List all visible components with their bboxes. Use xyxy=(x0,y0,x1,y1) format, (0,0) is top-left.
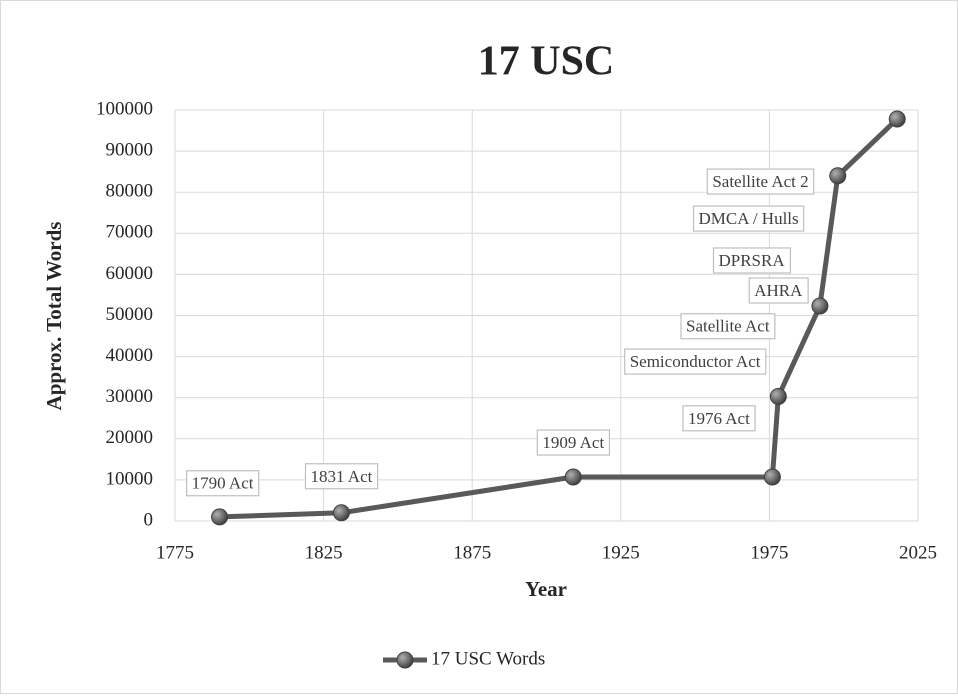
annotation: AHRA xyxy=(748,277,809,304)
data-point xyxy=(888,110,906,128)
annotation-box xyxy=(682,405,756,432)
annotation-label: AHRA xyxy=(754,281,803,300)
annotation: 1790 Act xyxy=(186,470,260,497)
annotation-box xyxy=(536,429,611,456)
annotation: 1909 Act xyxy=(536,429,611,456)
annotation: DPRSRA xyxy=(712,247,791,274)
x-tick-label: 2025 xyxy=(899,542,937,563)
annotation-box xyxy=(624,348,767,375)
legend-marker xyxy=(396,651,414,669)
annotation-label: 1976 Act xyxy=(688,409,750,428)
annotation: Satellite Act 2 xyxy=(706,168,815,195)
annotation-label: Satellite Act 2 xyxy=(712,172,808,191)
annotation-label: Satellite Act xyxy=(686,317,770,336)
legend-label: 17 USC Words xyxy=(431,648,545,669)
data-point xyxy=(811,297,829,315)
annotation-box xyxy=(680,313,776,340)
x-tick-label: 1975 xyxy=(750,542,788,563)
x-tick-label: 1775 xyxy=(156,542,194,563)
annotation: Satellite Act xyxy=(680,313,776,340)
y-tick-label: 20000 xyxy=(106,427,154,448)
x-tick-label: 1925 xyxy=(602,542,640,563)
data-point xyxy=(769,387,787,405)
chart-title: 17 USC xyxy=(478,39,615,85)
data-point xyxy=(564,468,582,486)
y-tick-label: 70000 xyxy=(106,222,154,243)
data-point xyxy=(763,468,781,486)
y-tick-label: 80000 xyxy=(106,181,154,202)
x-axis-label: Year xyxy=(525,577,567,601)
annotation-box xyxy=(712,247,791,274)
y-tick-label: 0 xyxy=(144,509,154,530)
annotation-box xyxy=(692,205,805,232)
annotation-label: DPRSRA xyxy=(718,251,785,270)
y-tick-label: 60000 xyxy=(106,263,154,284)
annotation-box xyxy=(706,168,815,195)
data-point xyxy=(211,508,229,526)
annotation-label: 1790 Act xyxy=(192,474,254,493)
y-tick-label: 10000 xyxy=(106,468,154,489)
y-tick-label: 90000 xyxy=(106,139,154,160)
annotation-label: DMCA / Hulls xyxy=(699,209,799,228)
annotation: Semiconductor Act xyxy=(624,348,767,375)
annotation: 1976 Act xyxy=(682,405,756,432)
x-tick-label: 1825 xyxy=(305,542,343,563)
y-tick-label: 40000 xyxy=(106,345,154,366)
y-axis-label: Approx. Total Words xyxy=(42,222,66,411)
annotation: 1831 Act xyxy=(304,463,379,490)
annotation-box xyxy=(186,470,260,497)
annotation: DMCA / Hulls xyxy=(692,205,805,232)
data-line xyxy=(219,117,899,520)
y-tick-label: 100000 xyxy=(96,98,153,119)
y-tick-label: 50000 xyxy=(106,304,154,325)
annotation-box xyxy=(748,277,809,304)
data-point xyxy=(829,167,847,185)
annotation-label: 1831 Act xyxy=(311,467,373,486)
annotation-box xyxy=(304,463,379,490)
x-tick-label: 1875 xyxy=(453,542,491,563)
annotation-label: 1909 Act xyxy=(542,433,604,452)
data-point xyxy=(332,504,350,522)
y-tick-label: 30000 xyxy=(106,386,154,407)
annotation-label: Semiconductor Act xyxy=(630,352,761,371)
